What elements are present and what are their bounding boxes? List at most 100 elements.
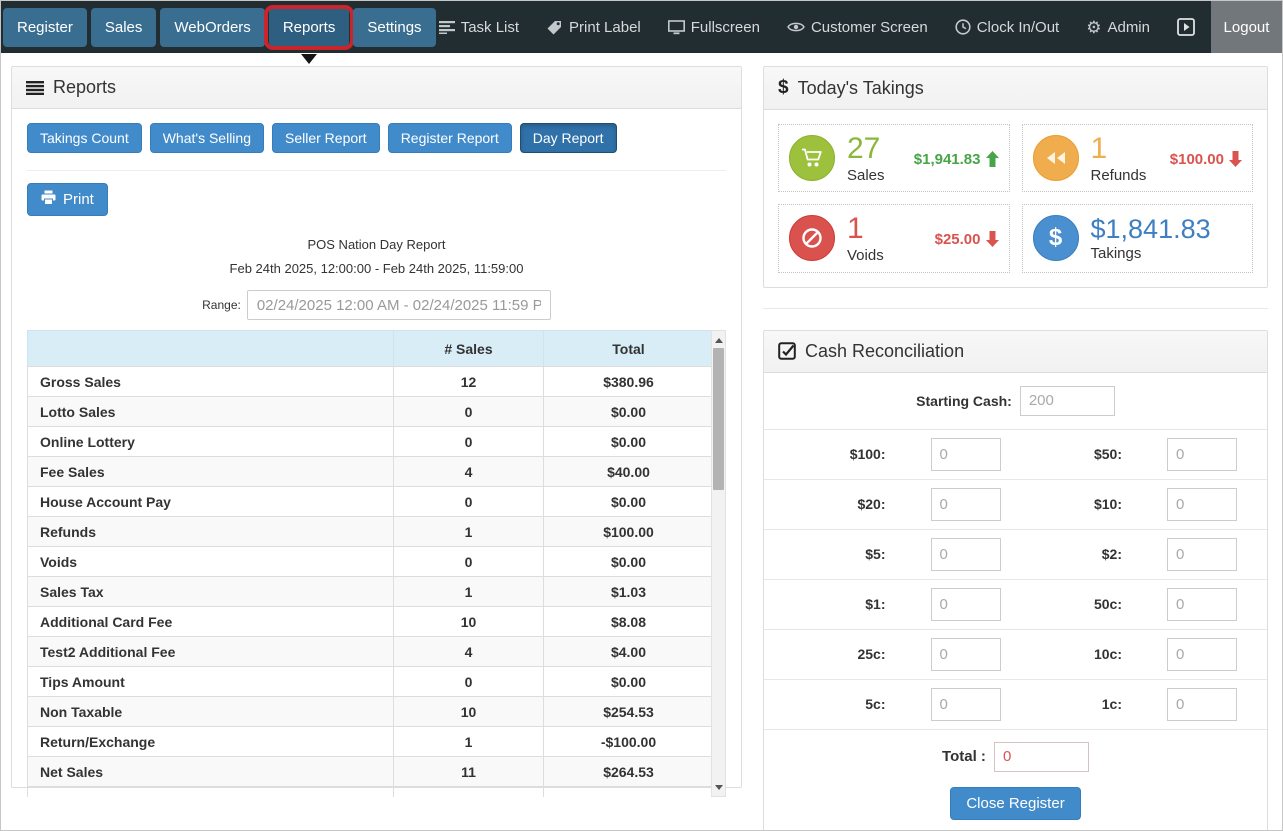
tab-sales[interactable]: Sales: [91, 8, 157, 47]
reports-panel-title: Reports: [53, 77, 116, 98]
row-sales-count: 0: [394, 667, 544, 697]
denomination-input[interactable]: [931, 538, 1001, 571]
voids-label: Voids: [847, 248, 884, 264]
table-row: Online Lottery 0 $0.00: [28, 427, 714, 457]
row-sales-count: 0: [394, 427, 544, 457]
row-total: $0.00: [544, 487, 714, 517]
print-label-menu-item[interactable]: Print Label: [546, 19, 641, 36]
print-button[interactable]: Print: [27, 183, 108, 216]
scrollbar-down-arrow[interactable]: [712, 780, 725, 794]
table-row: Fee Sales 4 $40.00: [28, 457, 714, 487]
total-label: Total :: [942, 748, 986, 765]
denomination-input[interactable]: [931, 438, 1001, 471]
row-total: $0.00: [544, 787, 714, 798]
customer-screen-label: Customer Screen: [811, 19, 928, 36]
trend-down-icon: [986, 231, 999, 251]
eye-icon: [787, 21, 805, 33]
denomination-input[interactable]: [931, 688, 1001, 721]
row-label: Net Sales: [28, 757, 394, 787]
denomination-row: $1: 50c:: [764, 580, 1267, 630]
row-label: Additional Card Fee: [28, 607, 394, 637]
row-label: Lotto Sales: [28, 397, 394, 427]
admin-label: Admin: [1107, 19, 1150, 36]
row-total: -$100.00: [544, 727, 714, 757]
denomination-label: $2:: [1001, 546, 1168, 562]
task-list-icon: [439, 20, 455, 34]
tab-register[interactable]: Register: [3, 8, 87, 47]
row-total: $40.00: [544, 457, 714, 487]
range-row: Range:: [27, 290, 726, 320]
cash-panel-body: Starting Cash: $100: $50:: [764, 373, 1267, 831]
starting-cash-label: Starting Cash:: [916, 393, 1012, 409]
refunds-amount: $100.00: [1170, 151, 1224, 168]
denomination-label: $50:: [1001, 446, 1168, 462]
close-register-button[interactable]: Close Register: [950, 787, 1080, 820]
row-label: Lotto Payout: [28, 787, 394, 798]
whats-selling-button[interactable]: What's Selling: [150, 123, 264, 153]
denomination-input[interactable]: [1167, 638, 1237, 671]
clock-in-out-menu-item[interactable]: Clock In/Out: [955, 19, 1060, 36]
cash-panel-header: Cash Reconciliation: [764, 331, 1267, 373]
admin-menu-item[interactable]: ⚙ Admin: [1086, 19, 1150, 36]
ban-icon: [789, 215, 835, 261]
denomination-rows: $100: $50: $20: $10:: [764, 430, 1267, 730]
sales-count: 27: [847, 133, 885, 165]
top-navbar: Register Sales WebOrders Reports Setting…: [1, 1, 1282, 53]
sales-amount: $1,941.83: [914, 151, 981, 168]
row-total: $0.00: [544, 547, 714, 577]
denomination-input[interactable]: [1167, 688, 1237, 721]
table-row: Tips Amount 0 $0.00: [28, 667, 714, 697]
todays-takings-panel: $ Today's Takings 27 Sales $1,941.83: [763, 66, 1268, 288]
col-header-total: Total: [544, 331, 714, 367]
row-sales-count: 1: [394, 727, 544, 757]
table-row: Lotto Payout 0 $0.00: [28, 787, 714, 798]
fullscreen-menu-item[interactable]: Fullscreen: [668, 19, 760, 36]
tab-reports[interactable]: Reports: [269, 8, 350, 47]
denomination-row: $100: $50:: [764, 430, 1267, 480]
scrollbar-up-arrow[interactable]: [712, 333, 725, 347]
table-scrollbar[interactable]: [711, 330, 726, 797]
table-row: Lotto Sales 0 $0.00: [28, 397, 714, 427]
row-total: $0.00: [544, 397, 714, 427]
caret-square-right-button[interactable]: [1177, 18, 1195, 36]
divider: [27, 170, 726, 171]
denomination-row: 5c: 1c:: [764, 680, 1267, 730]
table-row: Sales Tax 1 $1.03: [28, 577, 714, 607]
day-report-table: # Sales Total Gross Sales 12: [27, 330, 714, 797]
row-sales-count: 12: [394, 367, 544, 397]
register-report-button[interactable]: Register Report: [388, 123, 512, 153]
takings-count-button[interactable]: Takings Count: [27, 123, 142, 153]
day-report-button[interactable]: Day Report: [520, 123, 617, 153]
table-row: Return/Exchange 1 -$100.00: [28, 727, 714, 757]
row-label: Voids: [28, 547, 394, 577]
customer-screen-menu-item[interactable]: Customer Screen: [787, 19, 928, 36]
row-total: $8.08: [544, 607, 714, 637]
seller-report-button[interactable]: Seller Report: [272, 123, 380, 153]
refunds-label: Refunds: [1091, 168, 1147, 184]
voids-amount: $25.00: [935, 231, 981, 248]
row-total: $100.00: [544, 517, 714, 547]
range-label: Range:: [202, 298, 241, 312]
scrollbar-thumb[interactable]: [713, 348, 724, 490]
tab-weborders[interactable]: WebOrders: [160, 8, 264, 47]
range-input[interactable]: [247, 290, 551, 320]
logout-button[interactable]: Logout: [1211, 1, 1282, 53]
row-total: $4.00: [544, 637, 714, 667]
sales-card: 27 Sales $1,941.83: [778, 124, 1010, 192]
row-total: $0.00: [544, 667, 714, 697]
denomination-input[interactable]: [931, 638, 1001, 671]
denomination-input[interactable]: [1167, 488, 1237, 521]
denomination-input[interactable]: [931, 588, 1001, 621]
denomination-input[interactable]: [1167, 438, 1237, 471]
denomination-input[interactable]: [1167, 538, 1237, 571]
task-list-menu-item[interactable]: Task List: [439, 19, 519, 36]
report-type-buttons: Takings Count What's Selling Seller Repo…: [27, 123, 726, 153]
takings-card: $ $1,841.83 Takings: [1022, 204, 1254, 272]
tab-settings[interactable]: Settings: [353, 8, 435, 47]
row-total: $0.00: [544, 427, 714, 457]
denomination-input[interactable]: [1167, 588, 1237, 621]
denomination-input[interactable]: [931, 488, 1001, 521]
row-label: Fee Sales: [28, 457, 394, 487]
starting-cash-input[interactable]: [1020, 386, 1115, 416]
total-input[interactable]: [994, 742, 1089, 772]
